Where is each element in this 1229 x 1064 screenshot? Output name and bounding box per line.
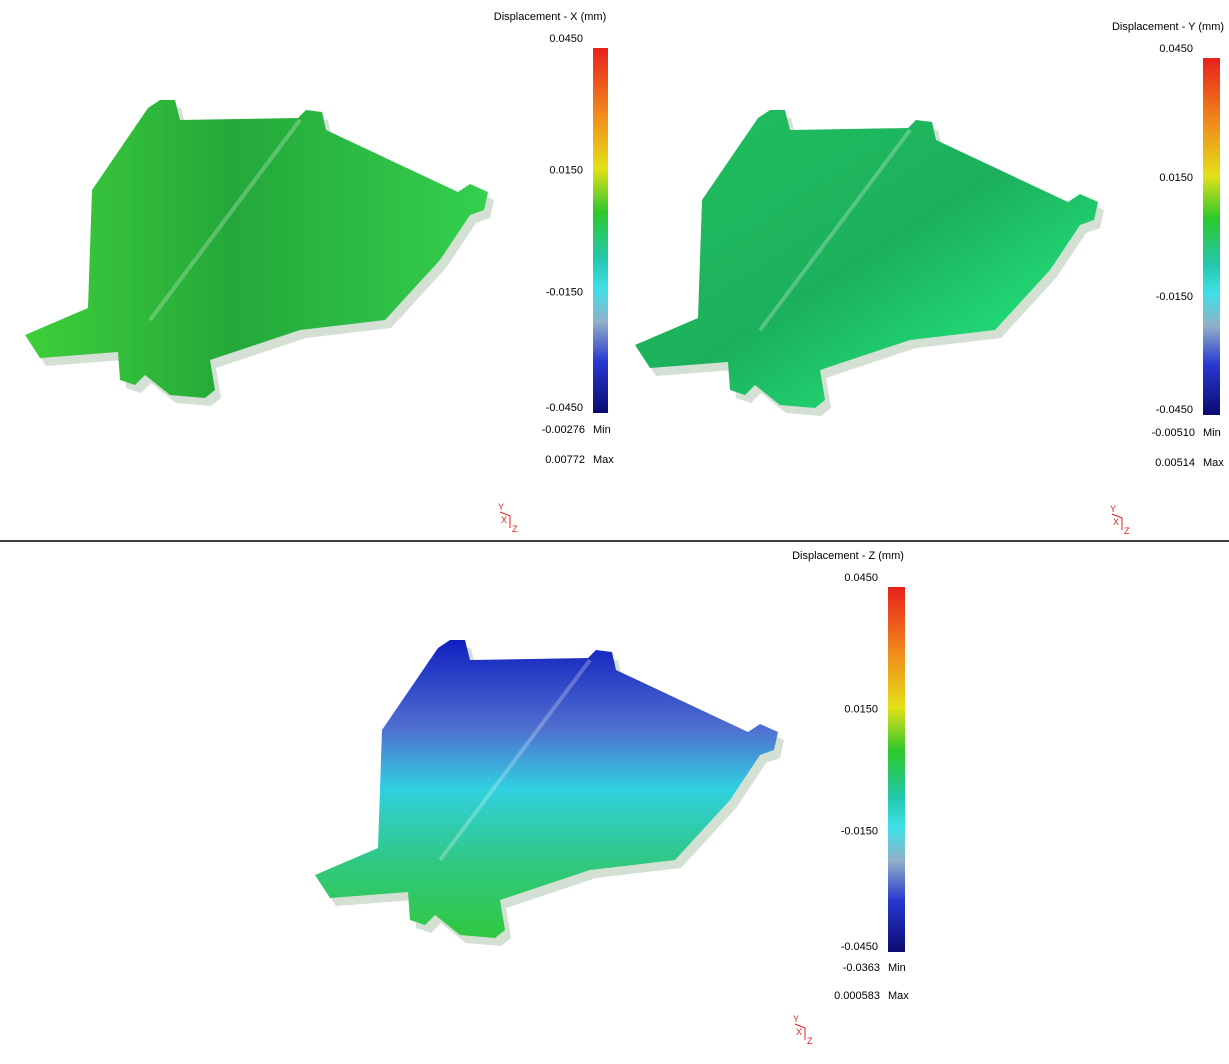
legend-title: Displacement - X (mm) [494, 11, 606, 23]
max-value: 0.000583 [834, 990, 880, 1002]
scale-label: 0.0450 [1159, 43, 1193, 55]
triad-z: Z [807, 1036, 813, 1046]
legend-title: Displacement - Z (mm) [792, 550, 904, 562]
legend-title: Displacement - Y (mm) [1112, 21, 1224, 33]
max-label: Max [1203, 457, 1224, 469]
max-label: Max [593, 454, 614, 466]
scale-label: -0.0450 [546, 402, 583, 414]
scale-label: 0.0450 [844, 572, 878, 584]
model-view [315, 640, 784, 946]
min-value: -0.00510 [1152, 427, 1195, 439]
triad-x: X [796, 1027, 802, 1037]
scale-label: 0.0150 [844, 704, 878, 716]
triad-y: Y [498, 502, 504, 512]
triad-z: Z [512, 524, 518, 534]
min-label: Min [593, 424, 611, 436]
scale-label: -0.0150 [841, 825, 878, 837]
triad-x: X [1113, 517, 1119, 527]
triad-z: Z [1124, 526, 1130, 536]
results-view: Displacement - X (mm) 0.0450 0.0150 -0.0150… [0, 0, 1229, 1064]
scale-label: -0.0150 [546, 286, 583, 298]
max-label: Max [888, 990, 909, 1002]
color-bar [593, 48, 608, 413]
scale-label: -0.0450 [841, 941, 878, 953]
triad-y: Y [793, 1014, 799, 1024]
triad-x: X [501, 515, 507, 525]
min-label: Min [888, 962, 906, 974]
scale-label: 0.0150 [549, 165, 583, 177]
model-view [25, 100, 494, 406]
min-value: -0.00276 [542, 424, 585, 436]
color-bar [1203, 58, 1220, 415]
max-value: 0.00772 [545, 454, 585, 466]
scale-label: 0.0450 [549, 33, 583, 45]
scale-label: 0.0150 [1159, 172, 1193, 184]
min-label: Min [1203, 427, 1221, 439]
model-view [635, 110, 1104, 416]
scale-label: -0.0150 [1156, 291, 1193, 303]
scale-label: -0.0450 [1156, 404, 1193, 416]
min-value: -0.0363 [843, 962, 880, 974]
triad-y: Y [1110, 504, 1116, 514]
max-value: 0.00514 [1155, 457, 1195, 469]
color-bar [888, 587, 905, 952]
